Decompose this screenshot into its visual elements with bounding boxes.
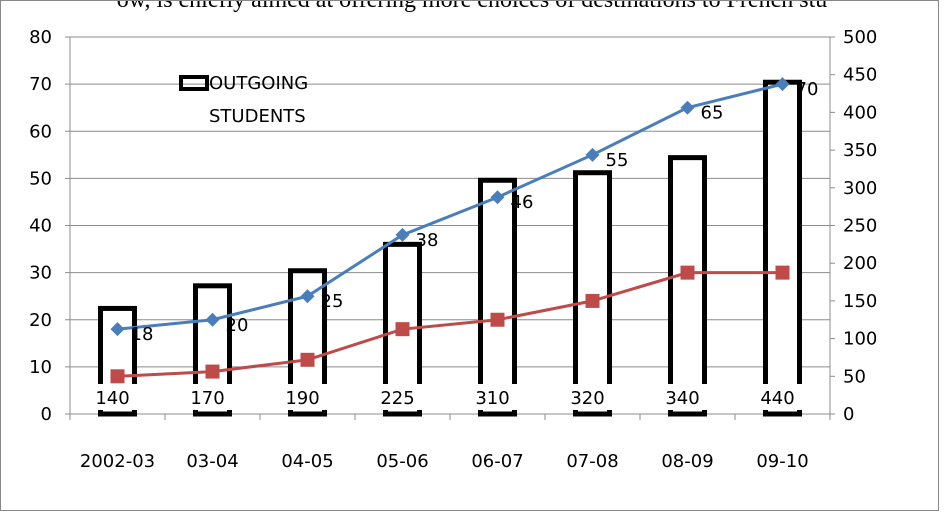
right-tick-label: 100 (843, 329, 877, 350)
axes (65, 36, 835, 420)
tick-labels: 0 10 20 30 40 50 60 70 80 0 50 100 150 200 250 300 350 40… (29, 27, 877, 472)
bar-label-background (656, 384, 709, 410)
bar-label-background (86, 384, 139, 410)
bar-data-label: 140 (95, 388, 129, 409)
x-tick-label: 03-04 (186, 451, 238, 472)
gridlines (70, 36, 830, 415)
bar (763, 79, 802, 417)
left-tick-label: 70 (29, 74, 52, 95)
square-marker (680, 265, 695, 280)
x-tick-label: 04-05 (281, 451, 333, 472)
bar (668, 155, 707, 417)
bar-data-label: 225 (380, 388, 414, 409)
square-marker (300, 352, 315, 367)
bar-label-background (561, 384, 614, 410)
left-tick-label: 20 (29, 310, 52, 331)
line-data-label: 65 (701, 103, 724, 124)
bar (478, 177, 517, 417)
diamond-marker (585, 147, 600, 162)
bar-data-label: 440 (760, 388, 794, 409)
right-tick-label: 500 (843, 27, 877, 48)
line-data-label: 18 (131, 324, 154, 345)
square-marker (110, 369, 125, 384)
bar-data-label: 310 (475, 388, 509, 409)
left-tick-label: 50 (29, 168, 52, 189)
left-tick-label: 40 (29, 216, 52, 237)
bar (573, 170, 612, 417)
bar-label-background (371, 384, 424, 410)
right-tick-label: 200 (843, 253, 877, 274)
bar-data-label: 190 (285, 388, 319, 409)
diamond-marker (775, 77, 790, 92)
bar-label-background (276, 384, 329, 410)
legend-swatch (179, 75, 209, 91)
left-tick-label: 10 (29, 357, 52, 378)
legend: OUTGOING STUDENTS (179, 73, 308, 127)
diamond-marker (110, 322, 125, 337)
bar-data-label: 320 (570, 388, 604, 409)
left-tick-label: 30 (29, 263, 52, 284)
left-tick-label: 60 (29, 121, 52, 142)
right-tick-label: 450 (843, 65, 877, 86)
x-tick-label: 07-08 (566, 451, 618, 472)
square-marker (585, 293, 600, 308)
right-tick-label: 350 (843, 140, 877, 161)
line-data-label: 38 (416, 230, 439, 251)
right-tick-label: 300 (843, 178, 877, 199)
x-tick-label: 06-07 (471, 451, 523, 472)
diamond-marker (300, 289, 315, 304)
square-marker (775, 265, 790, 280)
bar-series: 140 170 190 225 310 320 340 440 (86, 79, 804, 417)
right-tick-label: 0 (843, 404, 854, 425)
square-marker (205, 364, 220, 379)
square-marker (490, 312, 505, 327)
x-tick-label: 09-10 (756, 451, 808, 472)
x-tick-label: 05-06 (376, 451, 428, 472)
bar-data-label: 340 (665, 388, 699, 409)
right-tick-label: 400 (843, 102, 877, 123)
line-data-label: 25 (321, 291, 344, 312)
line-data-label: 46 (511, 192, 534, 213)
bar-label-background (466, 384, 519, 410)
legend-label-line2: STUDENTS (209, 106, 306, 127)
diamond-marker (395, 227, 410, 242)
right-tick-label: 150 (843, 291, 877, 312)
caption-text: ow, is chiefly aimed at offering more ch… (116, 0, 828, 13)
diamond-marker (490, 190, 505, 205)
line-data-label: 55 (606, 150, 629, 171)
line-series: 18 20 25 38 46 55 65 70 (110, 77, 819, 384)
diamond-marker (680, 100, 695, 115)
bar-label-background (751, 384, 804, 410)
left-tick-label: 80 (29, 27, 52, 48)
bar-label-background (181, 384, 234, 410)
bar-data-label: 170 (190, 388, 224, 409)
line-data-label: 20 (226, 315, 249, 336)
left-tick-label: 0 (41, 404, 52, 425)
x-tick-label: 08-09 (661, 451, 713, 472)
square-marker (395, 322, 410, 337)
right-tick-label: 250 (843, 216, 877, 237)
blue-line (117, 82, 783, 331)
diamond-marker (205, 312, 220, 327)
line-data-label: 70 (796, 79, 819, 100)
red-line (117, 271, 783, 378)
right-tick-label: 50 (843, 366, 866, 387)
x-tick-label: 2002-03 (80, 451, 155, 472)
legend-label-line1: OUTGOING (209, 73, 308, 94)
